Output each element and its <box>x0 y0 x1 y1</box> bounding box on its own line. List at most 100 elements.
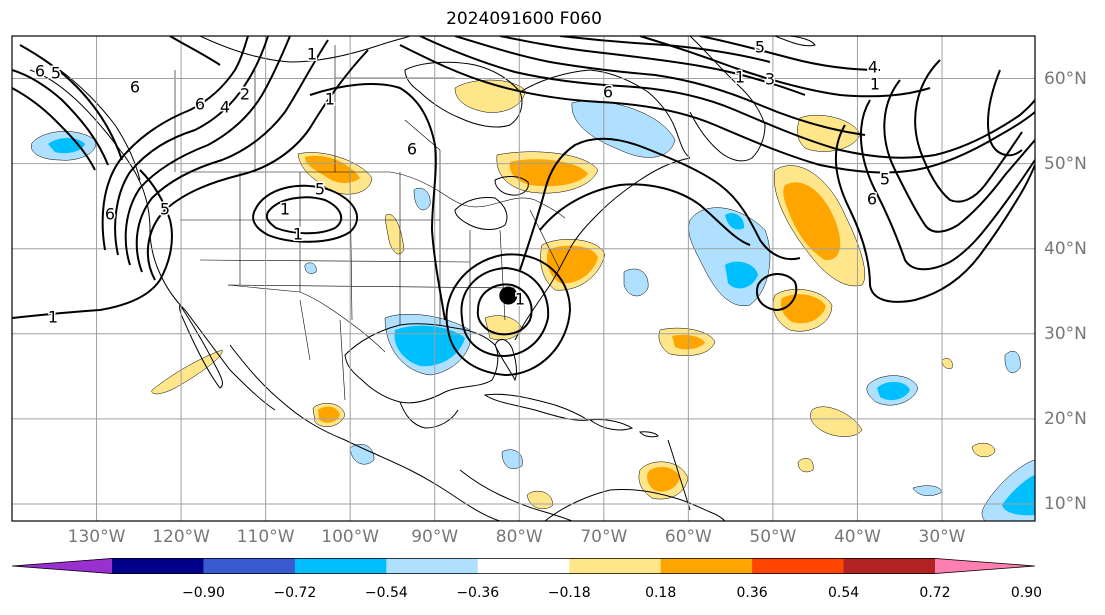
border-states-10 <box>499 229 506 321</box>
lon-tick-label: 120°W <box>152 527 210 547</box>
colorbar-segment <box>386 558 479 574</box>
coast-baja <box>179 303 223 389</box>
colorbar-segment <box>660 558 753 574</box>
fill-pos-small-2 <box>941 358 953 369</box>
fill-pos-montana-core <box>305 155 360 184</box>
colorbar-segment <box>569 558 662 574</box>
colorbar-tick-label: 0.18 <box>645 585 677 601</box>
fill-neg-labrador <box>571 100 676 158</box>
colorbar-tick-label: −0.18 <box>547 585 591 601</box>
contour-west-6 <box>146 49 369 281</box>
colorbar-tick-label: 0.54 <box>827 585 860 601</box>
gridlines-layer <box>12 36 1035 521</box>
colorbar-segment <box>843 558 936 574</box>
colorbar-segment <box>752 558 845 574</box>
contour-label: 4 <box>868 58 878 77</box>
fill-pos-small-3 <box>385 214 405 255</box>
border-us-mexico <box>227 284 386 353</box>
contour-arctic-1 <box>639 36 931 98</box>
contour-atl-2 <box>419 36 1035 159</box>
contour-storm-1 <box>476 283 533 336</box>
border-canada-us <box>180 171 566 219</box>
colorbar-tick-label: −0.54 <box>364 585 408 601</box>
contour-layer <box>12 36 1035 377</box>
contour-atl-1 <box>399 44 1035 174</box>
fill-neg-newfoundland-core2 <box>725 213 745 230</box>
contour-label: 5 <box>755 38 765 57</box>
coast-iceland <box>774 36 816 47</box>
colorbar-segment <box>203 558 296 574</box>
contour-north-1 <box>169 36 221 66</box>
fill-neg-caribbean <box>501 449 523 469</box>
lat-tick-label: 60°N <box>1044 68 1087 89</box>
contour-label: 2 <box>240 85 250 104</box>
contour-east-ridge-2 <box>859 99 1035 271</box>
coast-central-america <box>459 469 573 521</box>
contour-east-trough-1 <box>519 137 801 271</box>
lon-tick-label: 30°W <box>918 527 966 547</box>
lat-tick-label: 10°N <box>1044 493 1087 514</box>
coast-florida <box>494 338 517 382</box>
contour-label: 1 <box>307 45 317 64</box>
border-states-8 <box>227 284 516 289</box>
map-frame <box>11 35 1036 522</box>
fill-pos-virginia-core <box>546 245 598 284</box>
lat-tick-label: 20°N <box>1044 408 1087 429</box>
colorbar <box>11 558 1036 574</box>
contour-pnw-ring-3 <box>19 44 123 161</box>
colorbar-extend-max <box>935 558 1035 574</box>
contour-east-ridge-5 <box>987 69 1023 157</box>
coast-great-lakes <box>454 197 508 230</box>
contour-pnw-ring-2 <box>12 69 109 166</box>
lat-tick-label: 30°N <box>1044 323 1087 344</box>
contour-label: 6 <box>105 205 115 224</box>
storm-center-marker <box>499 286 518 305</box>
colorbar-tick-label: 0.90 <box>1010 585 1043 601</box>
contour-label: 6 <box>195 95 205 114</box>
colorbar-segment <box>112 558 204 574</box>
contour-atl-5 <box>559 36 771 63</box>
lon-tick-label: 70°W <box>580 527 628 547</box>
lon-tick-label: 80°W <box>495 527 543 547</box>
colorbar-tick-label: 0.36 <box>736 585 768 601</box>
contour-west-3 <box>114 36 269 256</box>
lon-tick-label: 90°W <box>411 527 459 547</box>
coast-yucatan <box>399 401 459 429</box>
contour-small-ring <box>756 273 798 312</box>
contour-label: 6 <box>867 190 877 209</box>
coast-puerto-rico <box>639 431 659 438</box>
colorbar-outline <box>11 558 1036 574</box>
political-borders-layer <box>174 45 566 401</box>
contour-label: 1 <box>325 90 335 109</box>
contour-label: 1 <box>280 200 290 219</box>
colorbar-segment <box>294 558 387 574</box>
fill-neg-east-small <box>1004 351 1021 374</box>
colorbar-segment <box>477 558 570 574</box>
coast-south-america <box>544 489 726 521</box>
lon-tick-label: 100°W <box>321 527 380 547</box>
contour-label: 1 <box>293 225 303 244</box>
fill-pos-ontario-core <box>509 159 588 187</box>
lat-tick-label: 50°N <box>1044 153 1087 174</box>
contour-closed-mt <box>252 184 359 243</box>
contour-label: 1 <box>870 75 880 94</box>
fill-neg-gulf-core <box>394 325 465 367</box>
contour-west-4 <box>124 36 291 266</box>
contour-east-trough-2 <box>539 183 751 246</box>
contour-closed-mt-2 <box>265 196 343 235</box>
anomaly-fill-layer <box>30 79 1035 521</box>
lon-tick-label: 110°W <box>236 527 295 547</box>
contour-pnw-ring-1 <box>12 87 96 171</box>
fill-neg-newfoundland-core <box>725 261 758 289</box>
contour-storm-2 <box>460 266 550 357</box>
colorbar-extend-min <box>12 558 112 574</box>
contour-label: 6 <box>407 140 417 159</box>
contour-label: 5 <box>160 200 170 219</box>
contour-label: 5 <box>51 64 61 83</box>
map-title: 2024091600 F060 <box>446 9 602 29</box>
coast-hudson-bay <box>404 61 523 128</box>
contour-label: 6 <box>35 62 45 81</box>
coast-labrador <box>519 69 691 159</box>
border-states-11 <box>529 209 561 271</box>
